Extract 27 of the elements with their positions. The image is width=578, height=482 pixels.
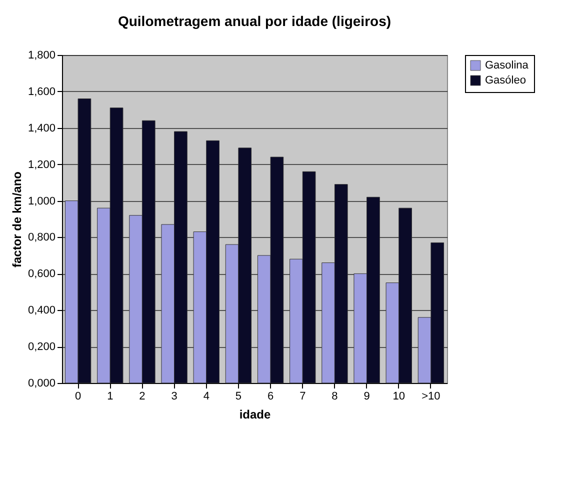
y-tick-label: 0,400 [28, 304, 56, 317]
y-axis-title: factor de km/ano [10, 171, 24, 268]
x-axis-title: idade [239, 408, 271, 422]
x-tick-label: 8 [332, 390, 338, 402]
x-tick-label: 1 [107, 390, 114, 402]
y-tick-label: 0,200 [28, 341, 56, 354]
y-tick-label: 1,800 [28, 50, 56, 62]
y-tick-label: 0,600 [28, 268, 56, 280]
y-tick-label: 1,000 [28, 195, 56, 208]
y-tick-label: 1,400 [28, 122, 56, 134]
x-tick-label: 7 [300, 390, 306, 402]
chart-title: Quilometragem anual por idade (ligeiros) [118, 13, 392, 29]
x-tick-label: 2 [139, 390, 146, 402]
x-tick-label: 5 [235, 390, 242, 402]
legend-label: Gasóleo [485, 74, 526, 86]
x-tick-label: 0 [74, 390, 82, 402]
y-tick-label: 1,200 [28, 158, 56, 171]
legend-label: Gasolina [485, 60, 530, 72]
x-tick-label: >10 [422, 390, 440, 402]
y-tick-label: 0,000 [28, 378, 56, 390]
x-tick-label: 10 [392, 390, 405, 402]
y-tick-label: 0,800 [28, 232, 56, 244]
x-tick-label: 4 [203, 390, 210, 402]
x-tick-label: 3 [171, 390, 178, 402]
x-tick-label: 9 [364, 390, 370, 402]
x-tick-label: 6 [267, 390, 274, 402]
y-tick-label: 1,600 [28, 86, 56, 98]
